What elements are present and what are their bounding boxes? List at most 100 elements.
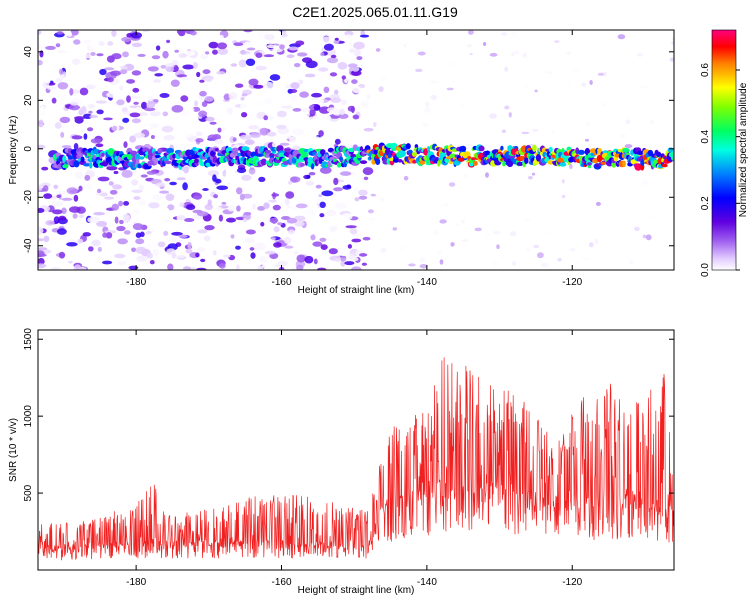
noise-blob bbox=[79, 106, 87, 115]
noise-blob bbox=[214, 138, 224, 145]
noise-blob bbox=[492, 261, 499, 267]
noise-blob bbox=[526, 248, 531, 252]
noise-blob bbox=[167, 204, 175, 211]
noise-blob bbox=[97, 246, 102, 252]
noise-blob bbox=[531, 172, 536, 176]
noise-blob bbox=[72, 58, 81, 65]
tick-label: -20 bbox=[23, 190, 34, 205]
noise-blob bbox=[320, 166, 332, 174]
noise-blob bbox=[161, 125, 174, 133]
noise-blob bbox=[295, 203, 308, 209]
noise-blob bbox=[557, 257, 562, 262]
noise-blob bbox=[329, 72, 338, 77]
noise-blob bbox=[66, 31, 73, 37]
noise-blob bbox=[208, 41, 219, 49]
noise-blob bbox=[362, 236, 371, 241]
tick-label: 0.6 bbox=[700, 63, 711, 77]
noise-blob bbox=[71, 135, 83, 140]
noise-blob bbox=[231, 129, 237, 134]
noise-blob bbox=[53, 67, 61, 72]
noise-blob bbox=[138, 198, 146, 206]
noise-blob bbox=[198, 110, 208, 118]
noise-blob bbox=[52, 209, 63, 215]
noise-blob bbox=[226, 182, 232, 187]
noise-blob bbox=[461, 220, 465, 224]
noise-blob bbox=[196, 267, 207, 270]
noise-blob bbox=[204, 76, 213, 82]
noise-blob bbox=[341, 99, 347, 106]
band-cell bbox=[336, 162, 342, 168]
noise-blob bbox=[85, 53, 92, 59]
band-cell bbox=[457, 157, 465, 162]
noise-blob bbox=[91, 239, 101, 247]
noise-blob bbox=[227, 205, 235, 212]
noise-blob bbox=[112, 184, 123, 190]
noise-blob bbox=[194, 100, 199, 107]
noise-blob bbox=[177, 214, 186, 221]
noise-blob bbox=[223, 254, 231, 258]
noise-blob bbox=[170, 187, 182, 194]
band-cell bbox=[519, 155, 525, 161]
noise-blob bbox=[215, 178, 222, 184]
noise-blob bbox=[419, 264, 428, 269]
band-cell bbox=[73, 160, 80, 168]
noise-blob bbox=[259, 127, 269, 136]
noise-blob bbox=[153, 99, 159, 103]
noise-blob bbox=[621, 134, 626, 139]
noise-blob bbox=[569, 163, 573, 169]
noise-blob bbox=[500, 32, 508, 36]
noise-blob bbox=[183, 222, 191, 227]
band-cell bbox=[426, 146, 431, 152]
noise-blob bbox=[415, 68, 423, 73]
noise-blob bbox=[216, 239, 225, 244]
noise-blob bbox=[642, 234, 647, 239]
noise-blob bbox=[114, 192, 120, 200]
noise-blob bbox=[118, 200, 124, 207]
noise-blob bbox=[58, 215, 67, 221]
noise-blob bbox=[433, 230, 439, 236]
noise-blob bbox=[111, 203, 120, 211]
noise-blob bbox=[595, 201, 601, 206]
noise-blob bbox=[306, 174, 311, 179]
noise-blob bbox=[173, 64, 179, 72]
tick-label: -40 bbox=[23, 238, 34, 253]
noise-blob bbox=[625, 119, 631, 124]
noise-blob bbox=[51, 200, 64, 207]
noise-blob bbox=[281, 133, 292, 139]
noise-blob bbox=[537, 252, 544, 259]
noise-blob bbox=[342, 185, 352, 190]
noise-blob bbox=[468, 30, 474, 35]
tick-label: 1500 bbox=[23, 328, 34, 351]
noise-blob bbox=[326, 209, 337, 217]
noise-blob bbox=[363, 127, 374, 132]
noise-blob bbox=[561, 173, 566, 180]
noise-blob bbox=[339, 171, 352, 176]
noise-blob bbox=[464, 173, 468, 178]
noise-blob bbox=[228, 92, 238, 100]
noise-blob bbox=[506, 189, 514, 195]
noise-blob bbox=[504, 66, 509, 72]
noise-blob bbox=[200, 53, 208, 60]
noise-blob bbox=[117, 261, 127, 266]
noise-blob bbox=[438, 225, 447, 231]
band-cell bbox=[532, 144, 537, 152]
noise-blob bbox=[245, 58, 256, 66]
noise-blob bbox=[392, 227, 398, 231]
band-cell bbox=[210, 150, 216, 157]
noise-blob bbox=[54, 168, 61, 177]
noise-blob bbox=[514, 50, 520, 55]
noise-blob bbox=[131, 42, 142, 48]
noise-blob bbox=[127, 47, 138, 52]
noise-blob bbox=[88, 246, 94, 252]
noise-blob bbox=[474, 227, 482, 232]
noise-blob bbox=[264, 250, 276, 255]
noise-blob bbox=[55, 43, 61, 48]
noise-blob bbox=[42, 225, 49, 229]
tick-label: -120 bbox=[562, 577, 582, 588]
noise-blob bbox=[582, 257, 590, 261]
noise-blob bbox=[477, 188, 483, 191]
noise-blob bbox=[77, 54, 86, 60]
noise-blob bbox=[378, 197, 385, 203]
noise-blob bbox=[232, 137, 237, 142]
noise-blob bbox=[292, 145, 301, 151]
